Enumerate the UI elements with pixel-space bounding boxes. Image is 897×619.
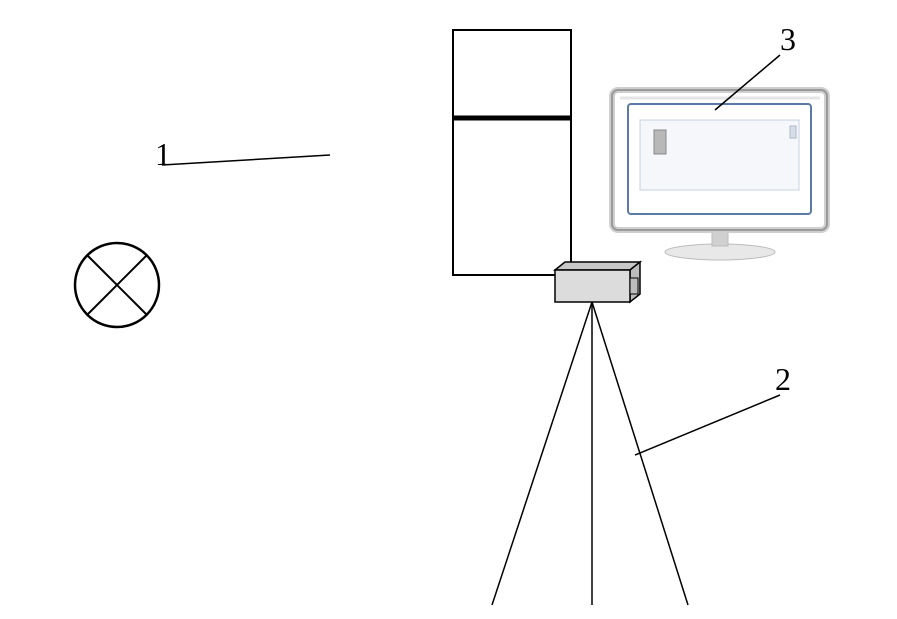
monitor <box>612 90 827 260</box>
light-source <box>75 243 159 327</box>
camera-assembly <box>492 262 688 605</box>
camera-body <box>555 270 630 302</box>
tripod-leg-0 <box>492 302 592 605</box>
label3: 3 <box>780 21 796 57</box>
refrigerator-body <box>453 30 571 275</box>
camera-top-face <box>555 262 640 270</box>
refrigerator <box>453 30 571 275</box>
label1: 1 <box>155 136 171 172</box>
leader2 <box>635 395 780 455</box>
camera-lens <box>630 278 638 294</box>
leader1 <box>162 155 330 165</box>
label2: 2 <box>775 361 791 397</box>
monitor-mini-icon <box>654 130 666 154</box>
monitor-side-icon <box>790 126 796 138</box>
